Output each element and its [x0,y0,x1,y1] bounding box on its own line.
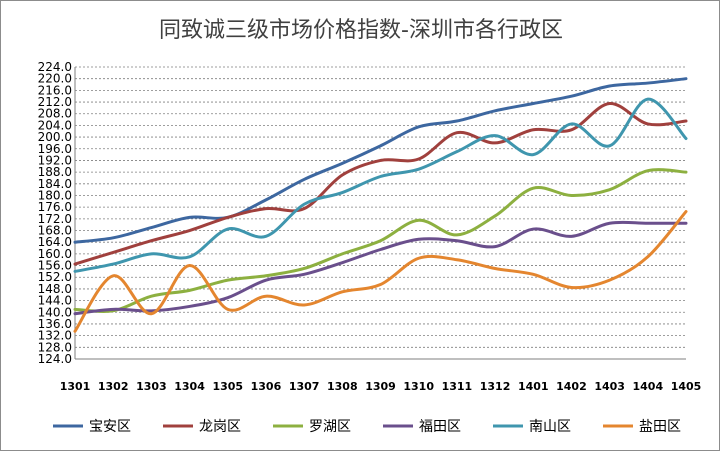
series-line-5 [73,97,688,273]
y-tick-label: 152.0 [38,270,72,284]
legend-label: 盐田区 [639,419,681,435]
x-tick-label: 1310 [403,380,434,393]
series-line-6 [73,210,688,333]
x-axis-ticks: 1301 1302 1303 1304 1305 1306 1307 1308 1309 1310… [60,380,702,393]
y-tick-label: 176.0 [38,200,72,214]
y-tick-label: 168.0 [38,224,72,238]
legend-label: 福田区 [419,419,461,435]
x-tick-label: 1309 [365,380,396,393]
series-line-2 [73,102,688,266]
y-tick-label: 212.0 [38,95,72,109]
legend: 宝安区 龙岗区 罗湖区 福田区 南山区 盐田区 [53,419,681,435]
y-tick-label: 124.0 [38,352,72,366]
y-tick-label: 144.0 [38,294,72,308]
y-tick-label: 140.0 [38,305,72,319]
x-tick-label: 1403 [594,380,625,393]
y-tick-label: 184.0 [38,177,72,191]
y-tick-label: 180.0 [38,188,72,202]
x-tick-label: 1304 [174,380,205,393]
x-tick-label: 1301 [60,380,91,393]
x-tick-label: 1404 [633,380,664,393]
y-tick-label: 132.0 [38,329,72,343]
y-tick-label: 192.0 [38,153,72,167]
series-line-1 [73,77,688,244]
series-line-3 [73,168,688,314]
y-tick-label: 224.0 [38,60,72,74]
chart-title: 同致诚三级市场价格指数-深圳市各行政区 [159,18,563,43]
legend-label: 宝安区 [89,419,131,435]
y-tick-label: 200.0 [38,130,72,144]
y-tick-label: 128.0 [38,340,72,354]
x-tick-label: 1308 [327,380,358,393]
y-tick-label: 196.0 [38,142,72,156]
y-tick-label: 216.0 [38,83,72,97]
y-axis-ticks: 124.0128.0132.0136.0140.0144.0148.0152.0… [38,60,72,366]
y-tick-label: 188.0 [38,165,72,179]
y-tick-label: 164.0 [38,235,72,249]
y-tick-label: 204.0 [38,118,72,132]
x-tick-label: 1311 [442,380,473,393]
x-tick-label: 1401 [518,380,549,393]
y-tick-label: 172.0 [38,212,72,226]
y-tick-label: 156.0 [38,259,72,273]
x-tick-label: 1402 [556,380,587,393]
y-tick-label: 148.0 [38,282,72,296]
x-tick-label: 1405 [671,380,702,393]
y-tick-label: 136.0 [38,317,72,331]
y-tick-label: 208.0 [38,107,72,121]
series-lines [73,77,688,333]
legend-label: 龙岗区 [199,419,241,435]
y-tick-label: 160.0 [38,247,72,261]
x-tick-label: 1303 [136,380,167,393]
x-tick-label: 1312 [480,380,511,393]
x-tick-label: 1307 [289,380,320,393]
x-tick-label: 1306 [251,380,282,393]
legend-label: 罗湖区 [309,419,351,435]
y-tick-label: 220.0 [38,72,72,86]
x-tick-label: 1302 [98,380,129,393]
legend-label: 南山区 [529,419,571,435]
x-tick-label: 1305 [212,380,243,393]
series-line-4 [73,220,688,316]
